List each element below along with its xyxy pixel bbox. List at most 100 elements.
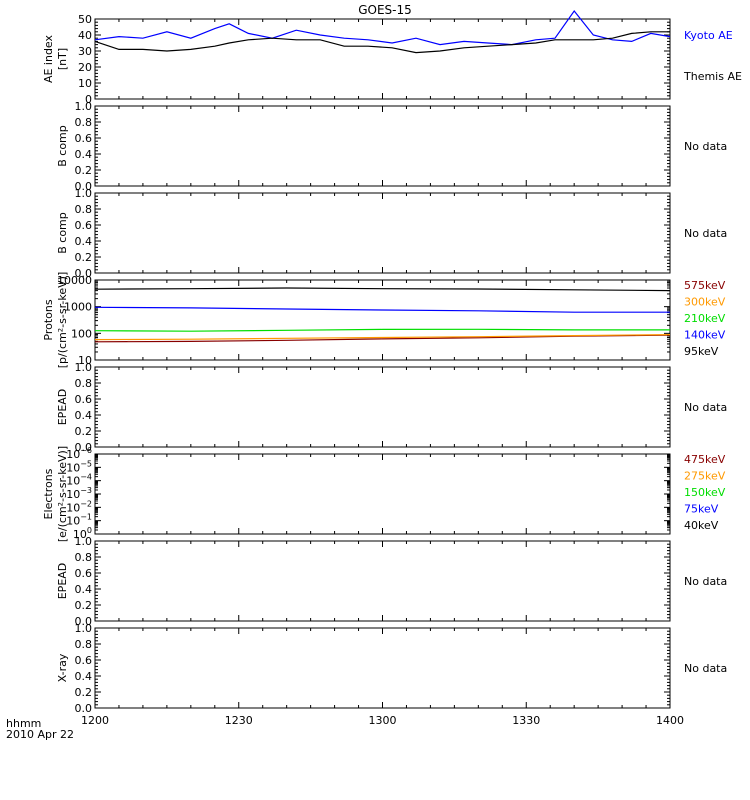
y-tick-label: 1000: [64, 301, 92, 314]
series-line-210kev: [94, 328, 670, 332]
no-data-label: No data: [684, 140, 727, 153]
no-data-label: No data: [684, 401, 727, 414]
y-tick-label: 0.6: [75, 654, 93, 667]
no-data-label: No data: [684, 662, 727, 675]
y-tick-label: 1.0: [75, 361, 93, 374]
y-tick-label: 1.0: [75, 100, 93, 113]
panel-frame: [94, 540, 671, 622]
x-axis-label-date: 2010 Apr 22: [6, 728, 74, 741]
panel-5: 0.0 0.2 0.4 0.6 0.8 1.0 EPEAD No data: [56, 361, 727, 454]
y-tick-label: 1.0: [75, 535, 93, 548]
y-tick-label: 0.6: [75, 219, 93, 232]
y-tick-label: 0.4: [75, 409, 93, 422]
y-axis-label: [nT]: [56, 48, 69, 70]
y-tick-label: 20: [78, 61, 92, 74]
y-tick-label: 0.6: [75, 567, 93, 580]
chart-panels: 0 10 20 30 40 50 AE index [nT] Kyoto AE Themis AE…: [42, 10, 742, 727]
series-line-140kev: [94, 306, 670, 313]
y-tick-label: 30: [78, 45, 92, 58]
x-axis-label-hhmm: hhmm: [6, 717, 41, 730]
panel-frame: [94, 279, 671, 361]
y-tick-exponent: −4: [80, 473, 92, 482]
y-tick-label: 0.0: [75, 615, 93, 628]
legend-entry: 210keV: [684, 312, 726, 325]
panel-frame: [94, 105, 671, 187]
x-tick-label: 1230: [225, 714, 253, 727]
series-line-themis-ae: [94, 31, 670, 54]
y-tick-label: 40: [78, 29, 92, 42]
y-tick-exponent: −2: [80, 499, 92, 508]
legend-entry: 75keV: [684, 503, 719, 516]
y-axis-label: B comp: [56, 212, 69, 254]
series-line-kyoto-ae: [94, 10, 671, 46]
y-tick-exponent: 0: [87, 526, 92, 535]
y-tick-label: 100: [71, 327, 92, 340]
legend-entry: 575keV: [684, 279, 726, 292]
panel-frame: [94, 192, 671, 274]
y-tick-label: 0.4: [75, 670, 93, 683]
y-axis-label: B comp: [56, 125, 69, 167]
legend-entry: 140keV: [684, 329, 726, 342]
series-line-95kev: [94, 287, 671, 292]
legend-entry: 40keV: [684, 519, 719, 532]
legend-entry: 150keV: [684, 486, 726, 499]
y-axis-label: X-ray: [56, 653, 69, 682]
y-tick-label: 10000: [57, 274, 92, 287]
y-tick-exponent: −6: [80, 446, 92, 455]
y-tick-label: 0.8: [75, 638, 93, 651]
y-tick-label: 0.0: [75, 441, 93, 454]
no-data-label: No data: [684, 227, 727, 240]
panel-frame: [94, 627, 671, 709]
y-axis-label: Protons: [42, 299, 55, 340]
series-line-300kev: [94, 334, 671, 341]
x-tick-label: 1300: [369, 714, 397, 727]
legend-entry: Themis AE: [683, 70, 742, 83]
legend-entry: 95keV: [684, 345, 719, 358]
y-tick-label: 0.0: [75, 267, 93, 280]
y-tick-label: 10: [78, 354, 92, 367]
y-tick-label: 0: [85, 93, 92, 106]
y-tick-label: 0.4: [75, 235, 93, 248]
y-axis-label: [e/(cm²-s-sr-keV)]: [56, 446, 69, 542]
panel-frame: [94, 366, 671, 448]
y-tick-label: 0.8: [75, 377, 93, 390]
y-axis-label: Electrons: [42, 468, 55, 519]
panel-frame: [94, 453, 671, 535]
panel-8: 0.0 0.2 0.4 0.6 0.8 1.0 X-ray No data: [56, 622, 727, 715]
legend-entry: 275keV: [684, 470, 726, 483]
y-tick-exponent: −1: [80, 513, 92, 522]
legend-entry: Kyoto AE: [684, 29, 733, 42]
x-tick-label: 1330: [512, 714, 540, 727]
y-axis-label: [p/(cm²-s-sr-keV)]: [56, 272, 69, 369]
no-data-label: No data: [684, 575, 727, 588]
panel-1: 0 10 20 30 40 50 AE index [nT] Kyoto AE Themis AE: [42, 10, 742, 106]
panel-3: 0.0 0.2 0.4 0.6 0.8 1.0 B comp No data: [56, 187, 727, 280]
legend-entry: 475keV: [684, 453, 726, 466]
y-tick-label: 0.0: [75, 702, 93, 715]
y-tick-label: 0.2: [75, 686, 93, 699]
y-tick-label: 0.8: [75, 551, 93, 564]
y-tick-label: 10: [78, 77, 92, 90]
y-tick-label: 0.8: [75, 116, 93, 129]
y-tick-exponent: −5: [80, 459, 92, 468]
panel-2: 0.0 0.2 0.4 0.6 0.8 1.0 B comp No data: [56, 100, 727, 193]
y-tick-label: 0.8: [75, 203, 93, 216]
y-tick-label: 0.6: [75, 393, 93, 406]
legend-entry: 300keV: [684, 296, 726, 309]
series-line-575kev: [94, 334, 671, 343]
y-tick-label: 1.0: [75, 187, 93, 200]
y-tick-label: 0.4: [75, 583, 93, 596]
x-tick-label: 1200: [81, 714, 109, 727]
y-tick-label: 50: [78, 13, 92, 26]
y-tick-label: 0.2: [75, 425, 93, 438]
chart-title: GOES-15: [358, 3, 412, 17]
y-axis-label: AE index: [42, 34, 55, 83]
y-tick-label: 0.6: [75, 132, 93, 145]
panel-7: 0.0 0.2 0.4 0.6 0.8 1.0 EPEAD No data: [56, 535, 727, 628]
y-axis-label: EPEAD: [56, 389, 69, 426]
y-tick-label: 1.0: [75, 622, 93, 635]
x-tick-label: 1400: [656, 714, 684, 727]
y-axis-label: EPEAD: [56, 563, 69, 600]
